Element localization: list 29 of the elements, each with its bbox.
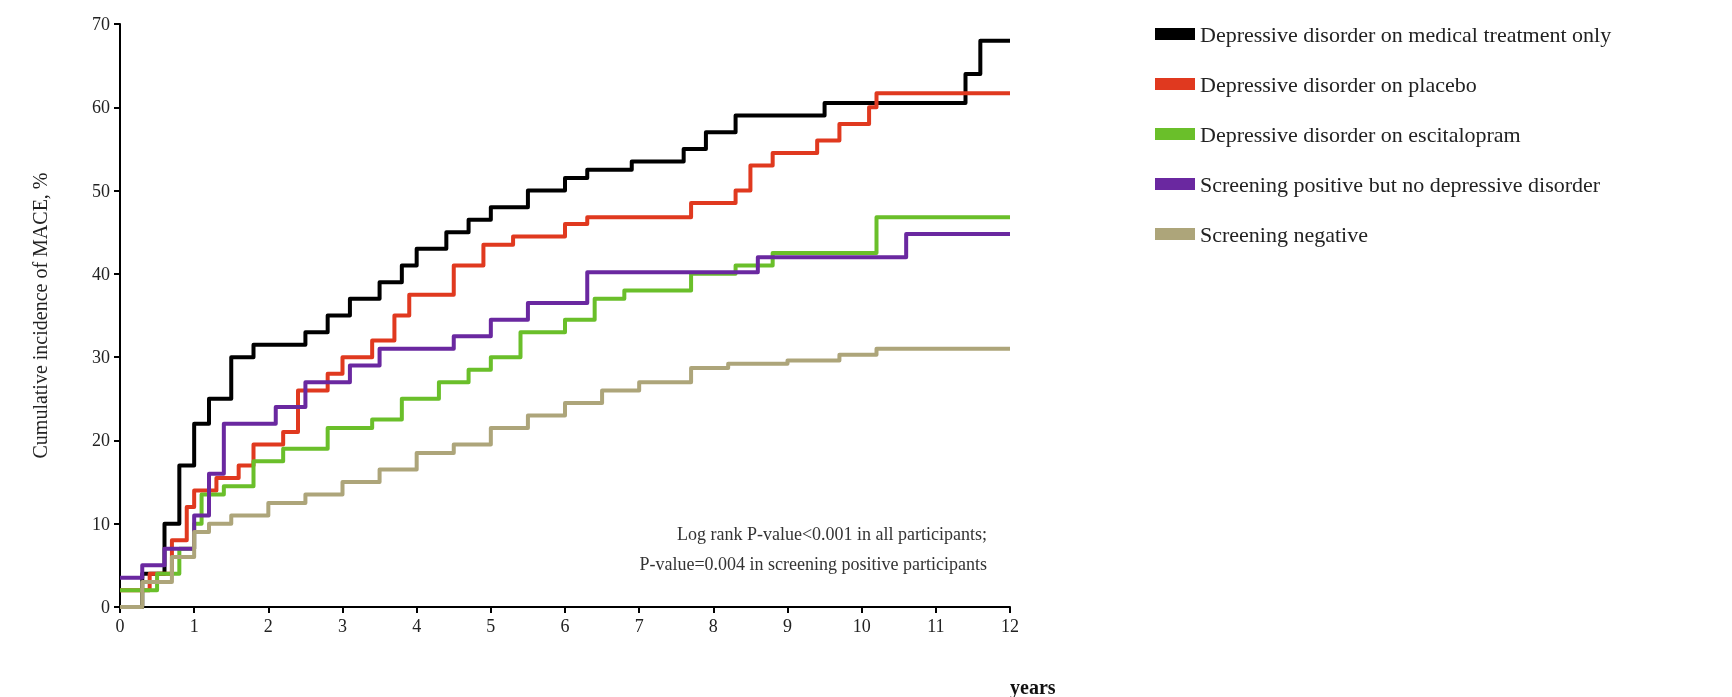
y-tick-label: 40 xyxy=(92,263,110,284)
x-tick-label: 7 xyxy=(634,616,644,636)
x-tick-label: 8 xyxy=(708,616,718,636)
x-tick-label: 0 xyxy=(115,616,125,636)
x-tick-label: 11 xyxy=(927,616,945,636)
y-tick-label: 10 xyxy=(92,513,110,534)
x-tick-label: 4 xyxy=(412,616,422,636)
y-tick-label: 50 xyxy=(92,180,110,201)
x-tick-label: 1 xyxy=(189,616,199,636)
y-axis-title: Cumulative incidence of MACE, % xyxy=(29,172,51,459)
y-tick-label: 0 xyxy=(101,597,110,617)
x-tick-label: 12 xyxy=(1001,616,1019,636)
legend-label: Depressive disorder on placebo xyxy=(1200,71,1477,97)
x-tick-label: 5 xyxy=(486,616,496,636)
annotation: Log rank P-value<0.001 in all participants; xyxy=(676,524,987,544)
legend-label: Screening positive but no depressive disorder xyxy=(1200,171,1601,197)
legend-label: Depressive disorder on escitalopram xyxy=(1200,121,1521,147)
legend-label: Screening negative xyxy=(1200,221,1368,247)
y-tick-label: 20 xyxy=(92,430,110,451)
y-tick-label: 70 xyxy=(92,14,110,34)
legend-label: Depressive disorder on medical treatment only xyxy=(1200,21,1612,47)
y-tick-label: 30 xyxy=(92,347,110,368)
x-tick-label: 9 xyxy=(783,616,792,636)
annotation: P-value=0.004 in screening positive participants xyxy=(639,554,988,574)
x-tick-label: 2 xyxy=(263,616,273,636)
y-tick-label: 60 xyxy=(92,97,110,118)
x-tick-label: 3 xyxy=(338,616,347,636)
x-tick-label: 6 xyxy=(560,616,570,636)
x-tick-label: 10 xyxy=(852,616,871,636)
